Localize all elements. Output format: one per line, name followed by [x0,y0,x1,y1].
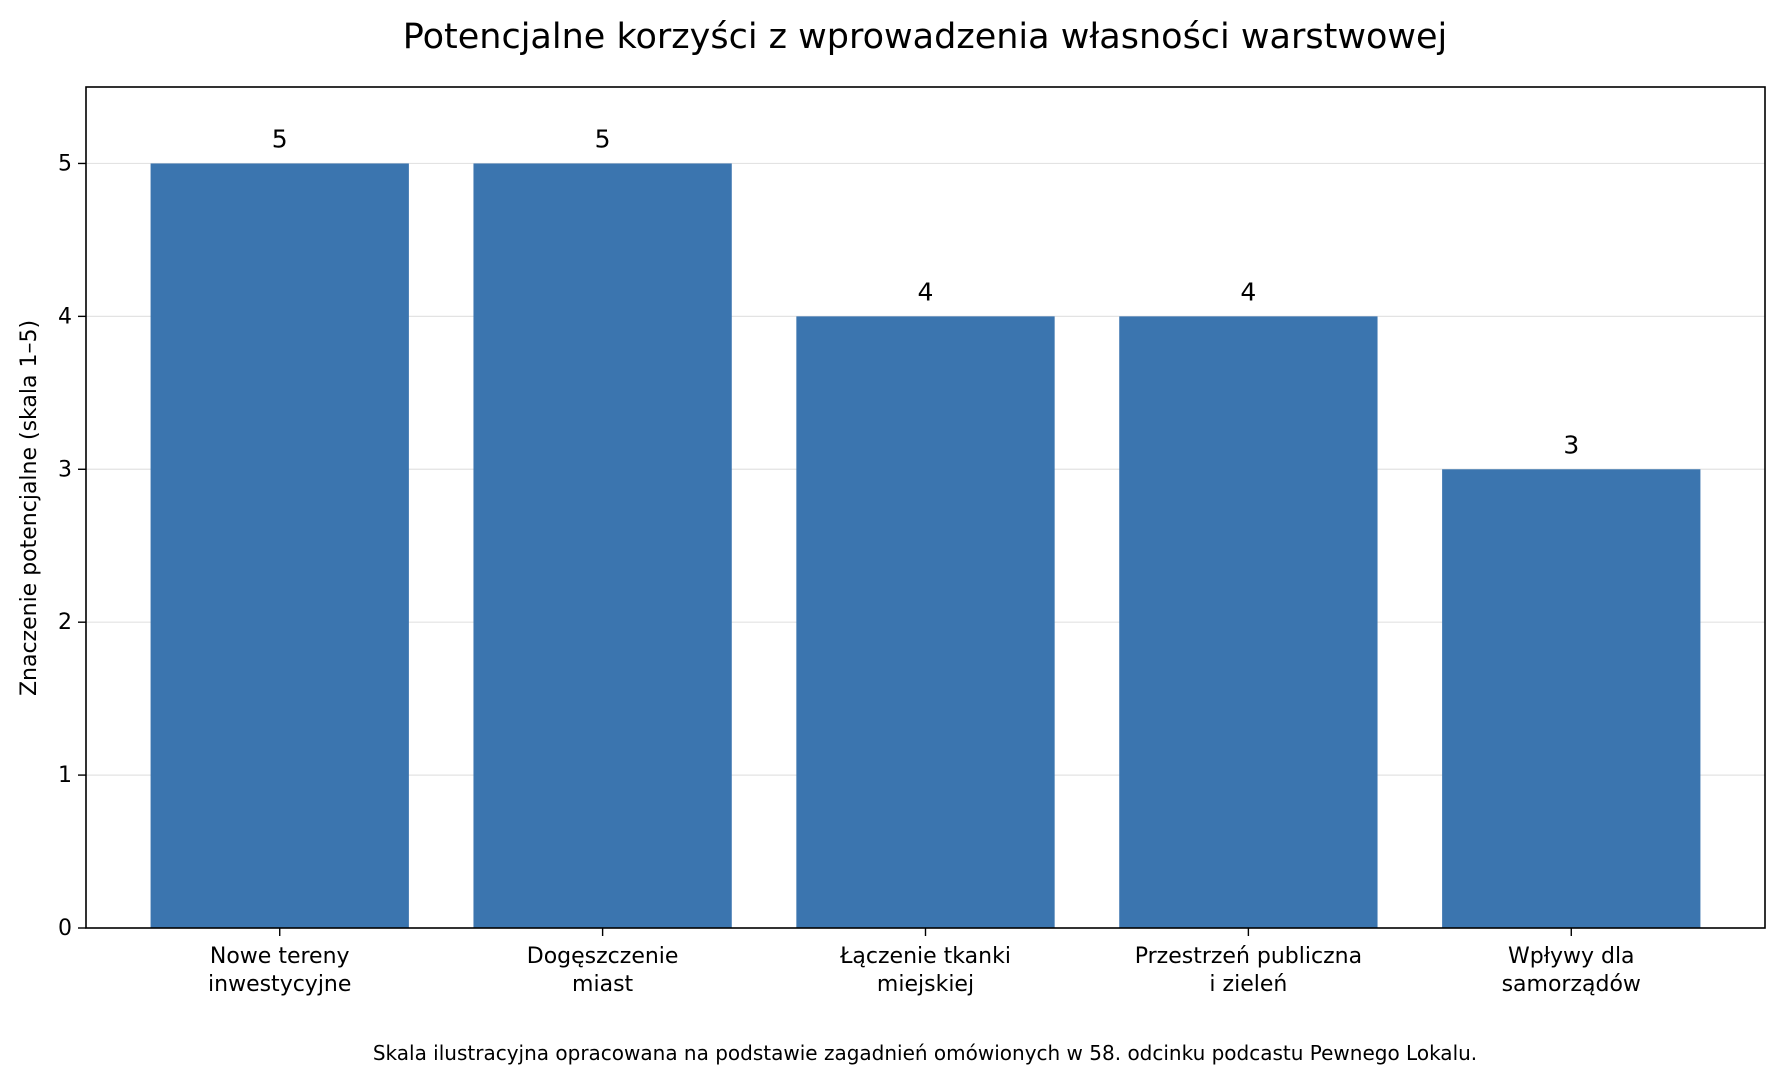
y-tick-label: 1 [58,763,72,788]
y-axis-label: Znaczenie potencjalne (skala 1–5) [17,320,42,696]
x-tick-label: Dogęszczenie [527,944,679,969]
x-tick-label: Łączenie tkanki [839,944,1011,969]
y-axis: 0 1 2 3 4 5 [58,151,86,941]
x-tick-label: inwestycyjne [208,972,351,997]
chart-title: Potencjalne korzyści z wprowadzenia włas… [403,17,1448,57]
bar-value-label: 3 [1563,430,1579,459]
x-tick-label: miejskiej [877,972,974,997]
bar [1119,316,1378,928]
bar-value-label: 4 [1240,277,1256,306]
x-tick-label: Wpływy dla [1508,944,1635,969]
bar [1442,469,1701,928]
bars [150,163,1701,929]
bar [150,163,409,929]
bar [473,163,732,929]
bar [796,316,1055,928]
x-tick-label: samorządów [1502,972,1641,997]
bar-value-label: 5 [595,124,611,153]
y-tick-label: 5 [58,151,72,176]
bar-value-labels: 5 5 4 4 3 [272,124,1579,459]
y-tick-label: 0 [58,916,72,941]
y-tick-label: 2 [58,610,72,635]
y-tick-label: 4 [58,304,72,329]
x-tick-label: Nowe tereny [210,944,350,969]
footnote: Skala ilustracyjna opracowana na podstaw… [373,1041,1477,1065]
y-tick-label: 3 [58,457,72,482]
bar-value-label: 4 [918,277,934,306]
x-tick-label: miast [572,972,633,997]
x-tick-label: i zieleń [1209,972,1287,997]
x-tick-label: Przestrzeń publiczna [1135,944,1362,969]
x-axis: Nowe tereny inwestycyjne Dogęszczenie miast… [208,928,1641,997]
bar-value-label: 5 [272,124,288,153]
